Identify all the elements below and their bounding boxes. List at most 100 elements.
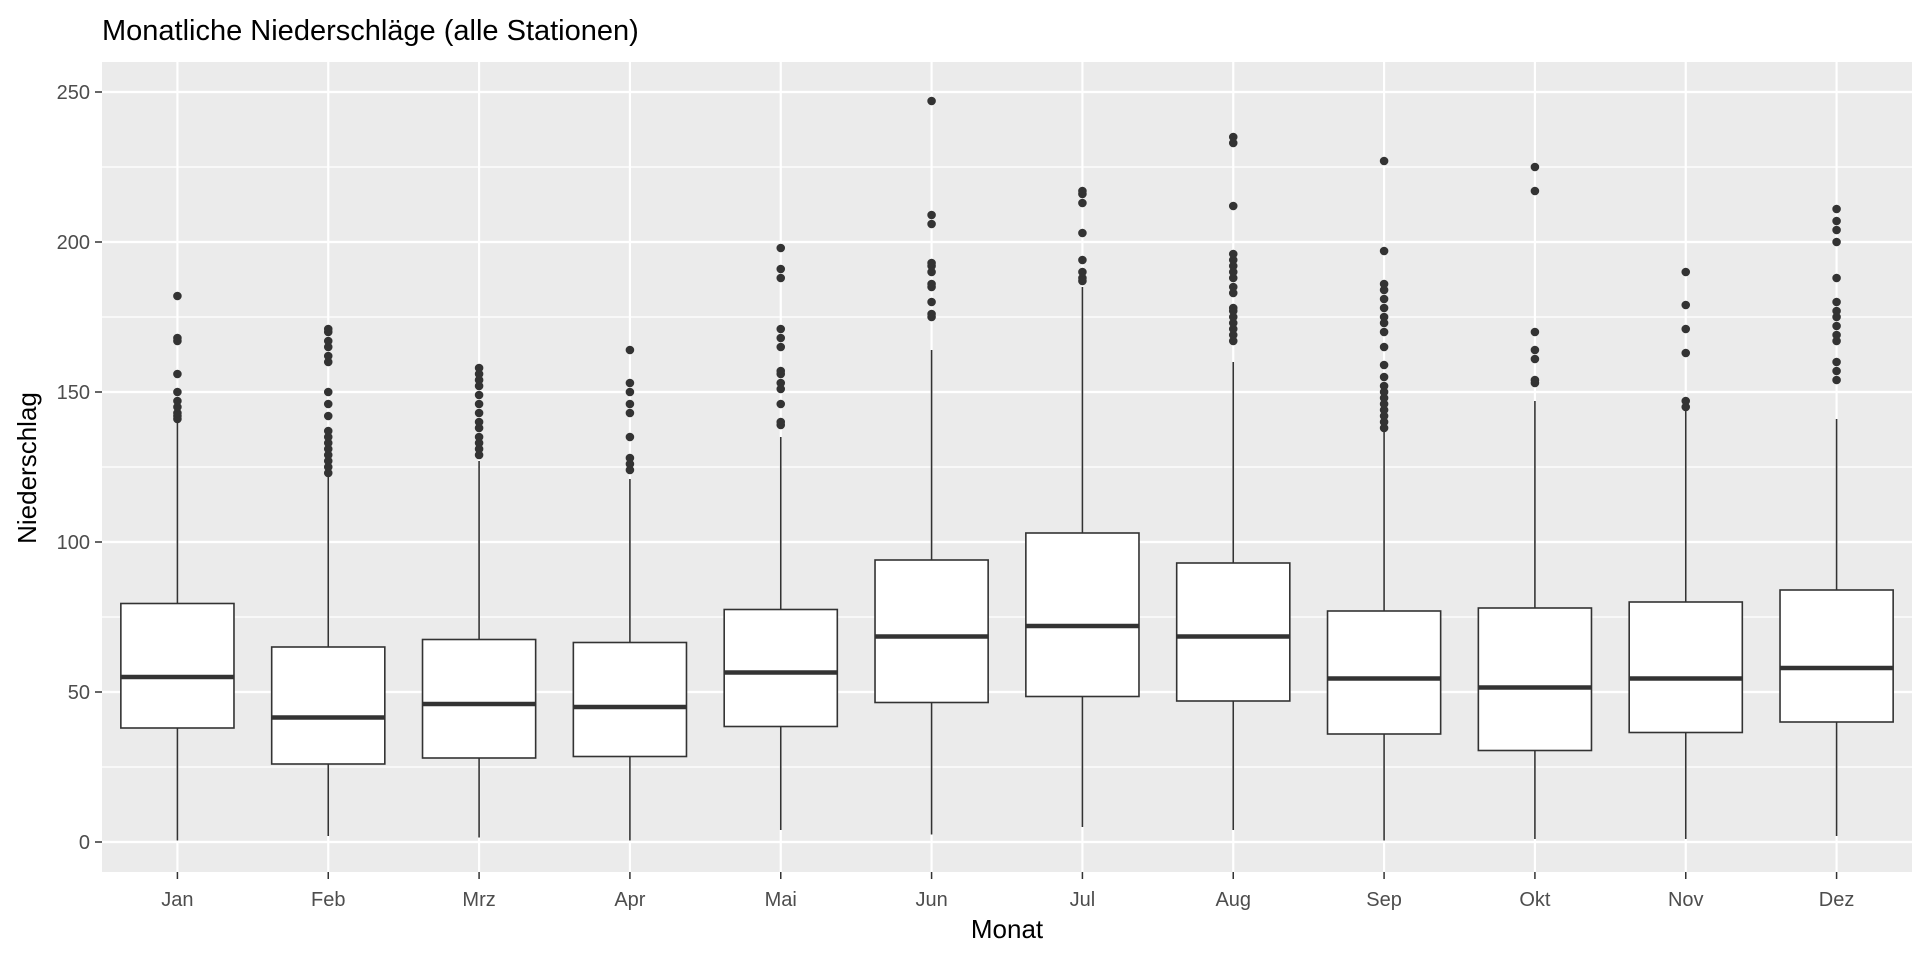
outlier-point: [625, 459, 635, 469]
outlier-point: [776, 384, 786, 394]
outlier-point: [323, 462, 333, 472]
box-aug: [1175, 132, 1291, 830]
outlier-point: [474, 399, 484, 409]
box-feb: [270, 324, 386, 836]
box-nov: [1628, 267, 1744, 839]
y-axis-title: Niederschlag: [12, 392, 42, 544]
x-tick-label: Okt: [1519, 889, 1551, 911]
outlier-point: [323, 411, 333, 421]
outlier-point: [323, 387, 333, 397]
outlier-point: [1228, 336, 1238, 346]
outlier-point: [927, 210, 936, 220]
outlier-point: [1228, 324, 1238, 334]
outlier-point: [1379, 405, 1389, 415]
outlier-point: [776, 324, 786, 334]
outlier-point: [323, 426, 333, 436]
outlier-point: [1832, 312, 1841, 322]
outlier-point: [323, 324, 333, 334]
outlier-point: [625, 399, 635, 409]
outlier-point: [1832, 204, 1841, 214]
outlier-point: [776, 243, 786, 253]
chart-title: Monatliche Niederschläge (alle Stationen…: [102, 15, 639, 47]
outlier-point: [474, 363, 484, 373]
x-tick-label: Dez: [1819, 889, 1855, 911]
outlier-point: [1530, 327, 1540, 337]
outlier-point: [1379, 303, 1389, 313]
x-tick-label: Jan: [161, 889, 193, 911]
outlier-point: [1681, 348, 1691, 358]
outlier-point: [1530, 162, 1540, 172]
outlier-point: [323, 444, 333, 454]
box-iqr: [421, 638, 537, 759]
x-tick-label: Mrz: [462, 889, 495, 911]
outlier-point: [1078, 198, 1087, 208]
outlier-point: [173, 369, 182, 379]
outlier-point: [1379, 327, 1389, 337]
outlier-point: [1228, 138, 1238, 148]
outlier-point: [776, 378, 786, 388]
box-mai: [723, 243, 839, 830]
outlier-point: [323, 351, 333, 361]
outlier-point: [1228, 273, 1238, 283]
outlier-point: [1379, 399, 1389, 409]
outlier-point: [173, 291, 182, 301]
outlier-point: [323, 399, 333, 409]
outlier-point: [1228, 303, 1238, 313]
box-iqr: [572, 641, 688, 758]
box-iqr: [1326, 610, 1442, 735]
x-tick-label: Jun: [915, 889, 947, 911]
outlier-point: [927, 219, 936, 229]
x-tick-label: Apr: [614, 889, 645, 911]
x-tick-label: Mai: [765, 889, 797, 911]
outlier-point: [1228, 255, 1238, 265]
x-tick-label: Feb: [311, 889, 345, 911]
outlier-point: [625, 432, 635, 442]
outlier-point: [1379, 372, 1389, 382]
x-tick-label: Jul: [1070, 889, 1096, 911]
y-tick-label: 250: [57, 82, 90, 104]
outlier-point: [776, 273, 786, 283]
x-axis-title: Monat: [971, 914, 1044, 944]
outlier-point: [1379, 417, 1389, 427]
outlier-point: [1228, 261, 1238, 271]
outlier-point: [1228, 330, 1238, 340]
y-tick-label: 0: [79, 832, 90, 854]
outlier-point: [776, 366, 786, 376]
outlier-point: [1379, 393, 1389, 403]
box-iqr: [723, 608, 839, 728]
y-tick-label: 50: [68, 682, 90, 704]
box-iqr: [270, 646, 386, 765]
outlier-point: [474, 423, 484, 433]
outlier-point: [927, 258, 936, 268]
outlier-point: [776, 342, 786, 352]
outlier-point: [323, 342, 333, 352]
x-axis: Jan Feb Mrz Apr Mai Jun Jul Aug Sep Okt Nov Dez: [161, 872, 1854, 911]
outlier-point: [625, 345, 635, 355]
x-tick-label: Nov: [1668, 889, 1704, 911]
boxes: [120, 96, 1894, 841]
outlier-point: [1832, 306, 1841, 316]
x-tick-label: Aug: [1215, 889, 1251, 911]
box-iqr: [1175, 562, 1291, 702]
outlier-point: [1379, 312, 1389, 322]
outlier-point: [1078, 267, 1087, 277]
outlier-point: [173, 408, 182, 418]
box-iqr: [1025, 532, 1140, 698]
box-jan: [120, 291, 235, 841]
outlier-point: [1078, 273, 1087, 283]
box-okt: [1477, 162, 1593, 839]
outlier-point: [1379, 387, 1389, 397]
outlier-point: [1379, 279, 1389, 289]
box-iqr: [1779, 589, 1894, 723]
outlier-point: [323, 432, 333, 442]
outlier-point: [776, 264, 786, 274]
outlier-point: [625, 378, 635, 388]
outlier-point: [1832, 273, 1841, 283]
box-iqr: [1628, 601, 1744, 734]
outlier-point: [1228, 312, 1238, 322]
outlier-point: [1832, 366, 1841, 376]
outlier-point: [776, 417, 786, 427]
outlier-point: [1832, 321, 1841, 331]
box-sep: [1326, 156, 1442, 841]
box-iqr: [120, 602, 235, 729]
